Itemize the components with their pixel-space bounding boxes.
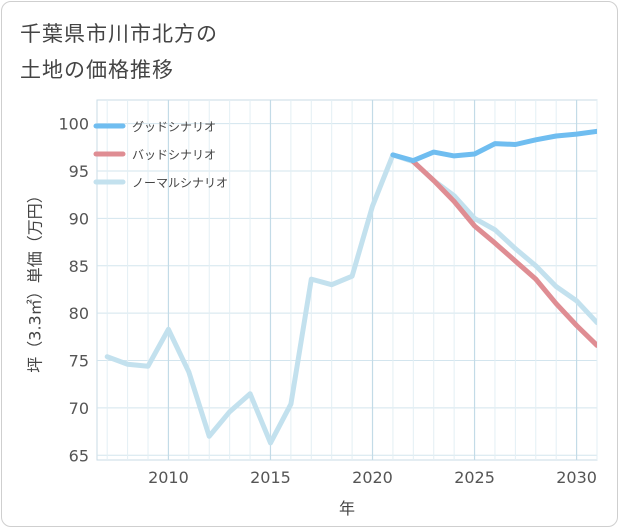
y-axis-title: 坪（3.3㎡）単価（万円） xyxy=(26,187,45,372)
y-tick-label: 70 xyxy=(69,399,89,418)
y-tick-label: 95 xyxy=(69,162,89,181)
series-line-normal xyxy=(104,152,597,446)
y-tick-label: 80 xyxy=(69,304,89,323)
x-axis-title: 年 xyxy=(339,499,355,518)
y-tick-label: 75 xyxy=(69,352,89,371)
legend-label-good: グッドシナリオ xyxy=(132,120,216,134)
series-line-good xyxy=(390,128,597,164)
y-tick-label: 90 xyxy=(69,209,89,228)
series-line-bad xyxy=(410,159,597,348)
title-line-1: 千葉県市川市北方の xyxy=(20,22,218,46)
grid-lines xyxy=(96,99,598,461)
legend-label-normal: ノーマルシナリオ xyxy=(132,176,228,190)
series-lines xyxy=(104,128,597,446)
y-tick-label: 65 xyxy=(69,446,89,465)
y-tick-label: 85 xyxy=(69,257,89,276)
x-tick-label: 2015 xyxy=(250,468,291,487)
x-tick-label: 2025 xyxy=(454,468,495,487)
chart-title: 千葉県市川市北方の 土地の価格推移 xyxy=(20,16,218,88)
x-tick-label: 2010 xyxy=(148,468,189,487)
axes: 65 70 75 80 85 90 95 100 2010 2015 2020 2025 2030 xyxy=(58,115,596,487)
x-tick-label: 2030 xyxy=(556,468,597,487)
y-tick-label: 100 xyxy=(58,115,89,134)
legend-label-bad: バッドシナリオ xyxy=(132,148,216,162)
x-tick-label: 2020 xyxy=(352,468,393,487)
title-line-2: 土地の価格推移 xyxy=(20,58,174,82)
